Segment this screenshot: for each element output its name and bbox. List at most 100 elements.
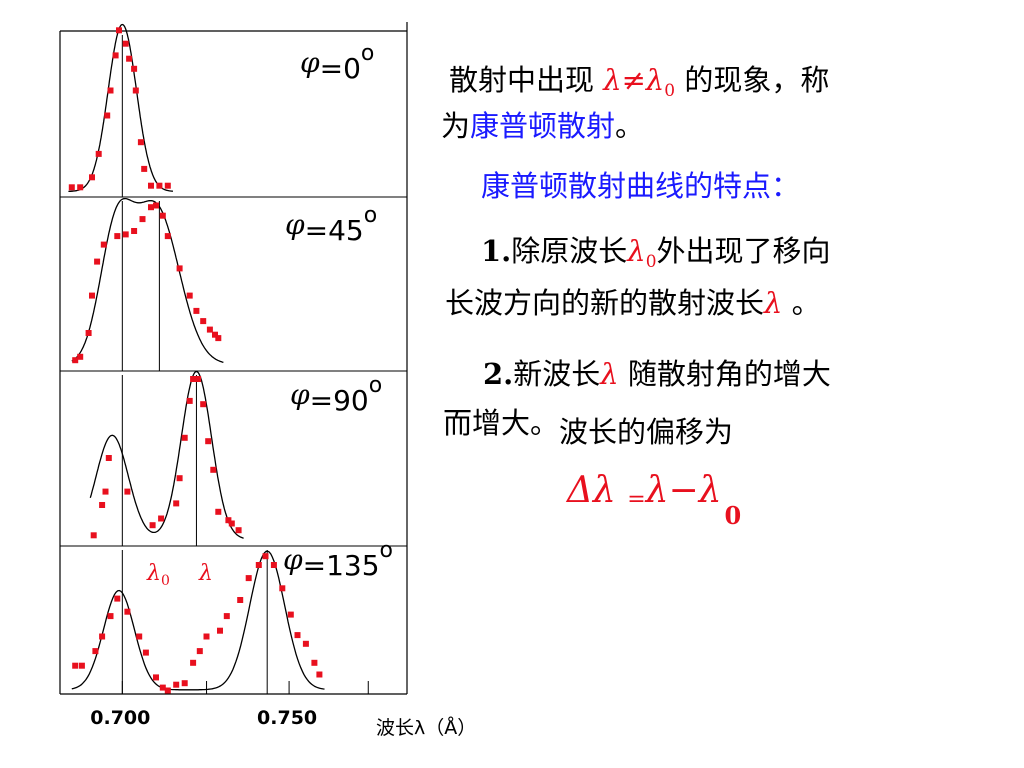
data-point-panel-3-18: [223, 613, 230, 620]
data-point-panel-2-7: [173, 500, 180, 507]
intro-lambda-sub: 0: [664, 81, 676, 101]
data-point-panel-1-11: [153, 202, 159, 209]
data-point-panel-2-9: [181, 434, 188, 441]
lambda-not-equal-lambda0: λ≠λ0: [603, 63, 675, 101]
data-point-panel-2-14: [205, 438, 212, 445]
feature-1-lambda0: λ0: [627, 234, 656, 272]
feature-2-text-a: 新波长: [513, 357, 601, 391]
data-point-panel-0-3: [95, 150, 102, 157]
intro-text-b: 的现象，称: [675, 63, 830, 97]
data-point-panel-2-13: [200, 401, 207, 408]
compton-scattering-term: 康普顿散射: [470, 109, 616, 143]
data-point-panel-1-7: [122, 231, 129, 238]
data-point-panel-3-23: [270, 562, 277, 568]
fit-curve-panel-3: [71, 550, 325, 691]
data-point-panel-3-13: [181, 680, 188, 687]
data-point-panel-1-0: [72, 357, 79, 364]
formula-delta-lambda: Δλ: [567, 470, 616, 511]
data-point-panel-0-13: [141, 165, 148, 172]
formula-equals: =: [627, 487, 646, 512]
intro-paragraph: 散射中出现 λ≠λ0 的现象，称: [449, 60, 829, 111]
data-point-panel-1-17: [200, 318, 207, 325]
data-point-panel-2-2: [102, 488, 109, 495]
data-point-panel-1-6: [114, 233, 121, 240]
data-point-panel-3-20: [245, 575, 252, 582]
feature-1-line2: 长波方向的新的散射波长λ 。: [445, 283, 821, 323]
data-point-panel-3-6: [124, 608, 131, 615]
data-point-panel-3-15: [196, 648, 203, 655]
data-point-panel-0-7: [116, 27, 122, 34]
feature-1-line1: 1.除原波长λ0外出现了移向: [481, 231, 831, 282]
data-point-panel-3-0: [72, 662, 79, 669]
data-point-panel-3-26: [294, 632, 301, 639]
data-point-panel-3-2: [92, 648, 99, 655]
panel-label-3: φ=135o: [283, 538, 393, 582]
data-point-panel-1-19: [212, 331, 218, 338]
data-point-panel-1-14: [176, 265, 183, 272]
data-point-panel-2-8: [176, 475, 183, 482]
data-point-panel-3-11: [164, 687, 171, 694]
formula-rhs: λ−λ: [645, 470, 722, 511]
data-point-panel-2-15: [210, 466, 217, 473]
panel-label-1: φ=45o: [285, 203, 377, 247]
data-point-panel-3-27: [302, 640, 309, 647]
data-point-panel-3-10: [159, 684, 166, 691]
lambda0-annotation: λ0: [146, 561, 170, 589]
x-tick-label-1: 0.750: [257, 707, 317, 729]
fit-curve-panel-0: [68, 23, 173, 193]
feature-1-text-b: 外出现了移向: [656, 234, 831, 268]
panel-label-2: φ=90o: [290, 373, 382, 417]
data-point-panel-3-4: [107, 613, 114, 620]
lambda-annotation: λ: [198, 561, 213, 586]
feature-2-line1: 2.新波长λ 随散射角的增大: [483, 354, 831, 394]
data-point-panel-2-0: [90, 532, 97, 539]
data-point-panel-2-18: [228, 520, 235, 527]
data-point-panel-3-8: [142, 649, 149, 656]
data-point-panel-0-4: [104, 112, 111, 119]
intro-lambda: λ≠λ: [603, 63, 665, 97]
data-point-panel-0-14: [148, 182, 154, 189]
feature-1-number: 1.: [481, 234, 512, 268]
data-point-panel-1-5: [100, 241, 107, 248]
data-point-panel-3-16: [203, 633, 210, 640]
data-point-panel-3-25: [287, 611, 294, 618]
data-point-panel-3-9: [153, 674, 159, 681]
data-point-panel-1-20: [215, 335, 222, 342]
intro-line-1: 散射中出现 λ≠λ0 的现象，称: [449, 60, 829, 111]
data-point-panel-0-6: [112, 52, 119, 59]
data-point-panel-1-10: [148, 204, 154, 211]
data-point-panel-1-16: [193, 307, 200, 314]
data-point-panel-1-13: [164, 233, 171, 240]
feature-1-text-c: 长波方向的新的散射波长: [445, 286, 765, 320]
compton-scattering-chart: 0.700 0.750 波长λ（Å） φ=0o φ=45o φ=90o φ=135o λ0 λ: [59, 22, 476, 739]
data-point-panel-2-17: [225, 517, 232, 524]
feature-1-text-a: 除原波长: [511, 234, 628, 268]
data-point-panel-3-19: [237, 597, 244, 603]
data-point-panel-0-12: [137, 139, 144, 146]
data-point-panel-1-2: [85, 330, 92, 336]
data-point-panel-2-10: [186, 397, 193, 404]
wavelength-shift-formula: Δλ =λ−λ0: [567, 470, 741, 530]
intro-end-punct: 。: [615, 109, 645, 143]
data-point-panel-1-8: [131, 228, 138, 234]
data-point-panel-3-1: [78, 662, 85, 669]
data-point-panel-2-19: [235, 527, 242, 534]
data-point-panel-1-1: [77, 353, 84, 360]
feature-2-lambda: λ: [600, 357, 619, 391]
data-point-panel-1-4: [94, 258, 101, 265]
data-point-panel-3-12: [173, 681, 180, 688]
data-point-panel-1-12: [159, 212, 166, 219]
data-point-panel-3-24: [279, 585, 286, 592]
data-point-panel-2-1: [99, 502, 106, 508]
fit-curve-panel-2: [89, 370, 244, 539]
data-point-panel-1-15: [186, 292, 193, 299]
data-point-panel-3-21: [255, 562, 262, 568]
data-point-panel-2-5: [149, 522, 156, 529]
data-point-panel-2-6: [158, 515, 165, 522]
data-point-panel-2-16: [215, 508, 222, 515]
feature-2-number: 2.: [483, 357, 514, 391]
data-point-panel-3-7: [136, 633, 143, 640]
data-point-panel-2-4: [124, 488, 131, 495]
data-point-panel-0-15: [156, 182, 163, 189]
data-point-panel-1-3: [89, 292, 95, 299]
